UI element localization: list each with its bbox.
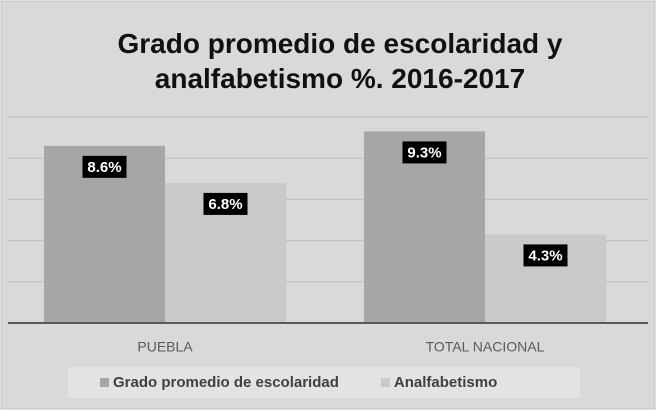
legend-box	[68, 367, 580, 398]
value-label: 6.8%	[208, 196, 242, 213]
value-label-box	[523, 244, 568, 267]
x-tick-label: PUEBLA	[137, 339, 193, 355]
legend-label: Grado promedio de escolaridad	[113, 374, 339, 391]
value-label-box	[82, 155, 127, 178]
value-label: 9.3%	[407, 144, 441, 161]
legend-label: Analfabetismo	[394, 374, 497, 391]
value-label-box	[402, 141, 447, 164]
value-label: 4.3%	[528, 247, 562, 264]
value-label-box	[203, 192, 248, 215]
x-tick-label: TOTAL NACIONAL	[426, 339, 545, 355]
legend-swatch	[380, 378, 390, 387]
chart-title: Grado promedio de escolaridad y analfabe…	[117, 28, 563, 94]
marks: 8.6% 6.8% 9.3% 4.3%	[8, 131, 648, 324]
value-label: 8.6%	[87, 159, 121, 176]
legend-swatch	[100, 378, 109, 387]
